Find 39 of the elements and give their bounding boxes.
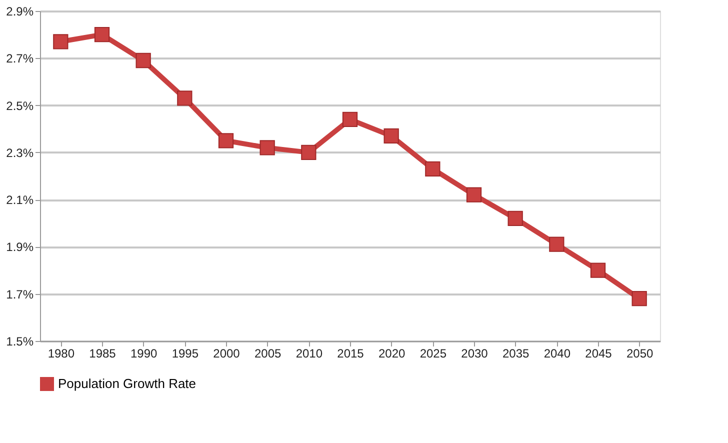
point [590, 262, 606, 278]
x-tick-label: 2040 [544, 346, 571, 360]
point [260, 140, 275, 156]
y-tick-label: 1.9% [6, 240, 34, 254]
point [177, 90, 192, 106]
x-tick-label: 1995 [172, 346, 199, 360]
point [632, 291, 647, 306]
y-tick-label: 1.7% [6, 287, 34, 302]
point [508, 210, 523, 226]
legend-label: Population Growth Rate [58, 376, 196, 391]
x-tick-label: 2020 [378, 346, 406, 360]
point [53, 34, 68, 50]
point [425, 161, 440, 176]
point [136, 52, 151, 68]
x-tick-label: 2005 [254, 346, 282, 360]
point [549, 236, 564, 252]
point [94, 27, 110, 42]
x-tick-label: 2025 [420, 346, 447, 360]
x-tick-label: 2035 [502, 346, 530, 360]
point [342, 112, 358, 127]
point [466, 187, 482, 202]
x-tick-label: 2045 [585, 346, 612, 360]
x-tick-label: 1990 [130, 346, 158, 360]
x-tick-label: 1980 [48, 346, 75, 360]
y-tick-label: 2.1% [6, 193, 34, 208]
x-tick-label: 1985 [89, 346, 116, 360]
point [384, 128, 399, 144]
x-tick-label: 2000 [213, 346, 240, 360]
y-tick-label: 2.9% [6, 4, 34, 18]
y-tick-label: 2.3% [6, 146, 34, 160]
x-tick-label: 2015 [337, 346, 364, 360]
x-tick-label: 2030 [461, 346, 488, 360]
x-tick-label: 2050 [626, 346, 654, 360]
y-tick-label: 2.7% [6, 52, 34, 66]
y-tick-label: 1.5% [6, 334, 34, 348]
point [301, 144, 316, 160]
x-tick-label: 2010 [296, 346, 323, 360]
point [218, 133, 234, 148]
y-tick-label: 2.5% [6, 98, 34, 113]
